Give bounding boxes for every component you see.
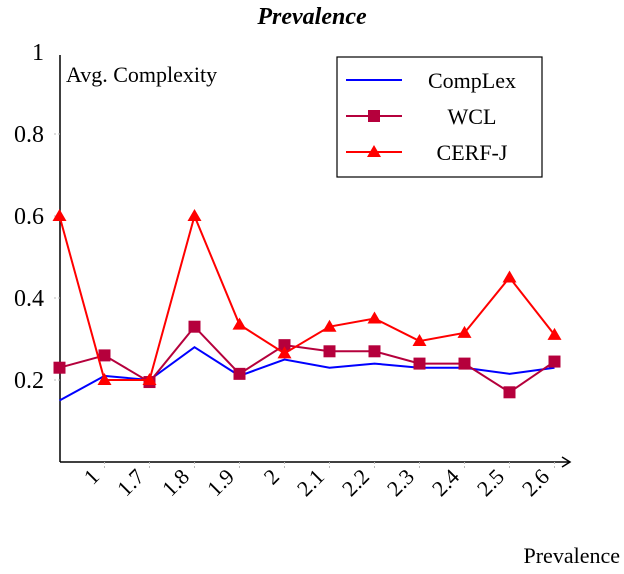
triangle-marker [322,319,337,332]
triangle-marker [367,145,381,157]
legend-label: WCL [448,104,497,129]
x-tick-label: 1.9 [202,464,239,501]
y-tick-label: 0.2 [14,368,44,394]
x-axis-arrow [561,456,572,468]
chart-title: Prevalence [256,4,367,30]
square-marker [368,110,380,122]
x-tick-label: 2.4 [427,464,464,501]
x-tick-label: 2.2 [337,464,374,501]
x-tick-label: 1.7 [112,464,149,501]
x-tick-label: 2.5 [472,464,509,501]
square-marker [233,367,246,380]
triangle-marker [277,346,292,359]
y-tick-label: 1 [32,40,44,66]
triangle-marker [187,209,202,221]
x-tick-label: 2.3 [382,464,419,501]
legend: CompLex WCL CERF-J [336,56,543,178]
legend-label: CERF-J [437,140,508,165]
series-wcl [53,320,561,399]
square-marker [323,345,336,358]
square-marker [503,386,516,399]
triangle-marker [367,311,382,324]
series-line [59,325,556,394]
y-tick-label: 0.8 [14,122,44,148]
square-marker [458,357,471,370]
triangle-marker [457,325,472,338]
y-tick-label: 0.4 [14,286,44,312]
x-tick-label: 2.1 [292,464,329,501]
legend-item: WCL [346,104,496,129]
x-axis-label: Prevalence [524,543,621,568]
triangle-marker [547,327,562,340]
triangle-marker [232,317,247,330]
legend-item: CERF-J [346,140,508,165]
legend-item: CompLex [346,68,516,93]
square-marker [368,345,381,358]
triangle-marker [52,209,67,221]
series-line [58,212,556,381]
y-tick-label: 0.6 [14,204,44,230]
triangle-marker [142,373,157,385]
x-tick-label: 2 [259,464,284,489]
series-cerf-j [52,209,562,385]
legend-label: CompLex [428,68,516,93]
x-tick-label: 1.8 [157,464,194,501]
triangle-marker [412,334,427,347]
triangle-marker [502,270,517,283]
triangle-marker [97,373,112,385]
x-tick-label: 1 [79,464,104,489]
y-axis-label: Avg. Complexity [66,62,217,87]
square-marker [278,339,291,352]
square-marker [413,357,426,370]
square-marker [188,320,201,333]
square-marker [548,355,561,368]
square-marker [98,349,111,362]
x-tick-label: 2.6 [517,464,554,501]
square-marker [53,361,66,374]
